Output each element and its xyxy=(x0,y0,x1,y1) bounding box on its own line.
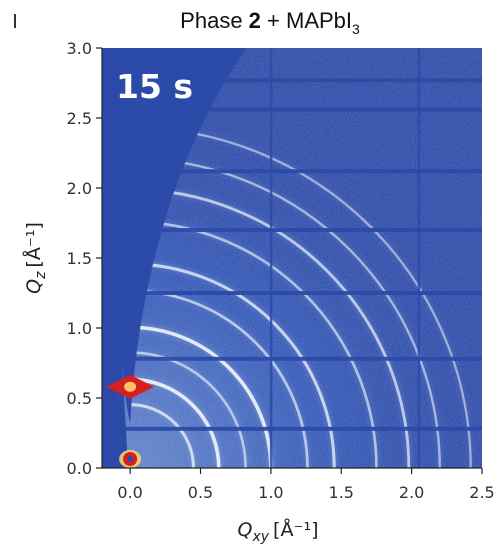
detector-gap-horizontal xyxy=(123,356,482,361)
bragg-hotspot-core xyxy=(124,381,137,392)
detector-gap-horizontal xyxy=(123,107,482,112)
y-tick-label: 1.0 xyxy=(67,319,92,338)
y-tick-label: 2.0 xyxy=(67,179,92,198)
diffraction-ring xyxy=(130,403,195,468)
x-tick-label: 1.5 xyxy=(329,483,354,502)
y-tick-label: 0.5 xyxy=(67,389,92,408)
detector-gap-horizontal xyxy=(123,426,482,431)
diffraction-ring xyxy=(130,187,411,468)
detector-gap-horizontal xyxy=(123,169,482,174)
detector-gap-vertical xyxy=(417,48,421,468)
x-tick-label: 1.0 xyxy=(258,483,283,502)
time-annotation: 15 s xyxy=(116,67,193,106)
x-axis-label: Qxy [Å⁻¹] xyxy=(237,518,318,545)
missing-wedge xyxy=(102,48,247,468)
detector-gap-horizontal xyxy=(123,78,482,83)
detector-gap-horizontal xyxy=(123,291,482,295)
title-decorative-mark xyxy=(14,14,16,28)
diffraction-ring xyxy=(130,377,221,468)
y-tick-label: 1.5 xyxy=(67,249,92,268)
detector-gap-vertical xyxy=(269,48,273,468)
left-shadow xyxy=(102,48,117,468)
y-axis-label: Qz[Å⁻¹] xyxy=(22,222,49,294)
y-tick-label: 0.0 xyxy=(67,459,92,478)
diffraction-ring xyxy=(130,157,441,468)
x-tick-label: 0.5 xyxy=(188,483,213,502)
diffraction-ring xyxy=(130,351,247,468)
diffraction-ring xyxy=(130,126,472,468)
x-tick-label: 2.0 xyxy=(399,483,424,502)
beamstop-center xyxy=(127,456,134,462)
detector-gap-horizontal xyxy=(123,228,482,232)
chart-title: Phase 2 + MAPbI3 xyxy=(180,8,360,37)
x-tick-label: 2.5 xyxy=(469,483,494,502)
x-tick-label: 0.0 xyxy=(117,483,142,502)
y-tick-label: 2.5 xyxy=(67,109,92,128)
diffraction-ring xyxy=(130,262,336,468)
y-tick-label: 3.0 xyxy=(67,39,92,58)
diffraction-ring xyxy=(130,325,273,468)
